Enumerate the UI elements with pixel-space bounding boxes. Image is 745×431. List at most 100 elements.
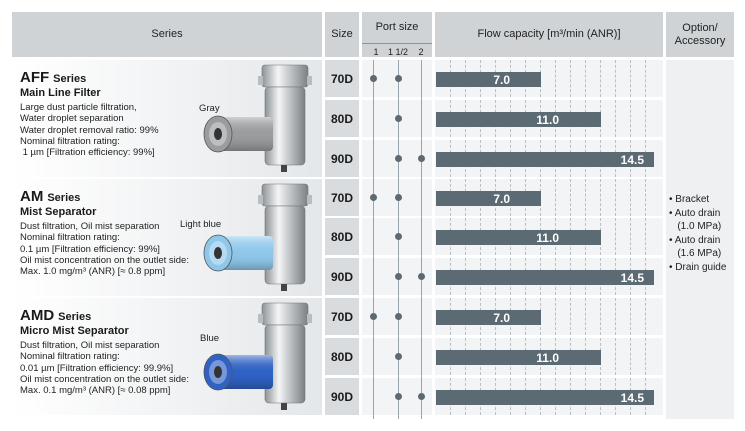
port-availability-dot [395,115,402,122]
gridline [630,60,631,97]
description-line: Oil mist concentration on the outlet sid… [20,254,189,266]
description-line: Nominal filtration rating: [20,135,120,147]
element-color-label: Blue [200,333,220,344]
series-code: AMD [20,307,55,324]
filter-product-image [203,183,312,291]
size-cell: 80D [325,218,359,255]
size-label: 90D [330,151,353,166]
series-description: Dust filtration, Oil mist separation Nomi… [20,221,189,277]
gridline [645,179,646,216]
options-list: • Bracket • Auto drain (1.0 MPa) • Auto … [669,193,733,274]
element-color-label: Light blue [180,219,222,230]
description-line: Oil mist concentration on the outlet sid… [20,373,189,385]
port-availability-dot [418,155,425,162]
series-subtitle: Micro Mist Separator [20,325,129,337]
flow-bar: 11.0 [436,230,601,245]
option-auto-drain-2-pressure: (1.6 MPa) [669,248,722,259]
option-auto-drain-2: • Auto drain [669,234,721,246]
gridline [615,179,616,216]
size-label: 80D [330,111,353,126]
gridline [630,218,631,255]
description-line: 0.1 µm [Filtration efficiency: 99%] [20,243,160,255]
gridline [630,298,631,335]
flow-value-label: 7.0 [493,191,510,206]
size-label: 90D [330,269,353,284]
flow-bar: 14.5 [436,152,654,167]
option-bracket: • Bracket [669,194,710,205]
gridline [555,60,556,97]
port-availability-dot [370,75,377,82]
option-header-line2: Accessory [674,34,726,47]
description-line: Nominal filtration rating: [20,351,120,363]
option-auto-drain-1: • Auto drain [669,207,721,219]
gridline [615,218,616,255]
port-availability-dot [395,194,402,201]
size-cell: 70D [325,179,359,216]
element-color-label: Gray [199,103,220,114]
series-word: Series [58,311,92,323]
series-name: AMD Series [20,307,91,326]
description-line: 0.01 µm [Filtration efficiency: 99.9%] [20,362,174,374]
series-word: Series [53,73,87,85]
gridline [630,100,631,137]
flow-bar: 14.5 [436,390,654,405]
flow-value-label: 14.5 [620,270,644,285]
size-label: 70D [330,71,353,86]
gridline [570,60,571,97]
port-availability-dot [395,273,402,280]
port-availability-dot [395,155,402,162]
gridline [555,298,556,335]
description-line: Nominal filtration rating: [20,232,120,244]
series-code: AFF [20,69,50,86]
size-cell: 70D [325,298,359,335]
description-line: Max. 0.1 mg/m³ (ANR) [≈ 0.08 ppm] [20,385,171,397]
flow-value-label: 11.0 [536,112,559,127]
size-label: 80D [330,229,353,244]
port-availability-dot [395,393,402,400]
series-header: Series [12,12,322,57]
filter-product-image [203,302,312,410]
gridline [600,179,601,216]
port-size-divider [362,43,432,44]
series-header-label: Series [151,28,183,40]
flow-bar: 14.5 [436,270,654,285]
port-availability-dot [370,194,377,201]
gridline [645,100,646,137]
flow-value-label: 7.0 [493,310,510,325]
size-cell: 80D [325,100,359,137]
gridline [585,60,586,97]
description-line: Water droplet separation [20,113,124,125]
gridline [615,60,616,97]
description-line: Dust filtration, Oil mist separation [20,340,160,351]
gridline [600,298,601,335]
gridline [645,218,646,255]
flow-value-label: 7.0 [493,72,510,87]
port-line-1 [373,60,374,419]
gridline [615,100,616,137]
description-line: 1 µm [Filtration efficiency: 99%] [20,147,155,159]
gridline [630,179,631,216]
flow-value-label: 11.0 [536,230,559,245]
gridline [600,60,601,97]
series-description: Dust filtration, Oil mist separation Nomi… [20,340,189,396]
port-2-label: 2 [418,47,424,57]
flow-bar: 7.0 [436,310,541,325]
series-description: Large dust particle filtration, Water dro… [20,102,159,158]
gridline [630,338,631,375]
series-code: AM [20,188,44,205]
port-size-label: Port size [375,21,419,33]
series-word: Series [47,192,81,204]
option-auto-drain-1-pressure: (1.0 MPa) [669,221,722,232]
series-name: AFF Series [20,69,86,88]
description-line: Dust filtration, Oil mist separation [20,221,160,232]
port-availability-dot [395,313,402,320]
series-subtitle: Mist Separator [20,206,97,218]
description-line: Max. 1.0 mg/m³ (ANR) [≈ 0.8 ppm] [20,266,166,278]
port-1-label: 1 [373,47,379,57]
port-1-1-2-label: 1 1/2 [387,47,409,57]
flow-capacity-header: Flow capacity [m³/min (ANR)] [435,12,663,57]
size-label: 90D [330,389,353,404]
gridline [645,60,646,97]
size-header-label: Size [331,28,353,40]
gridline [570,179,571,216]
